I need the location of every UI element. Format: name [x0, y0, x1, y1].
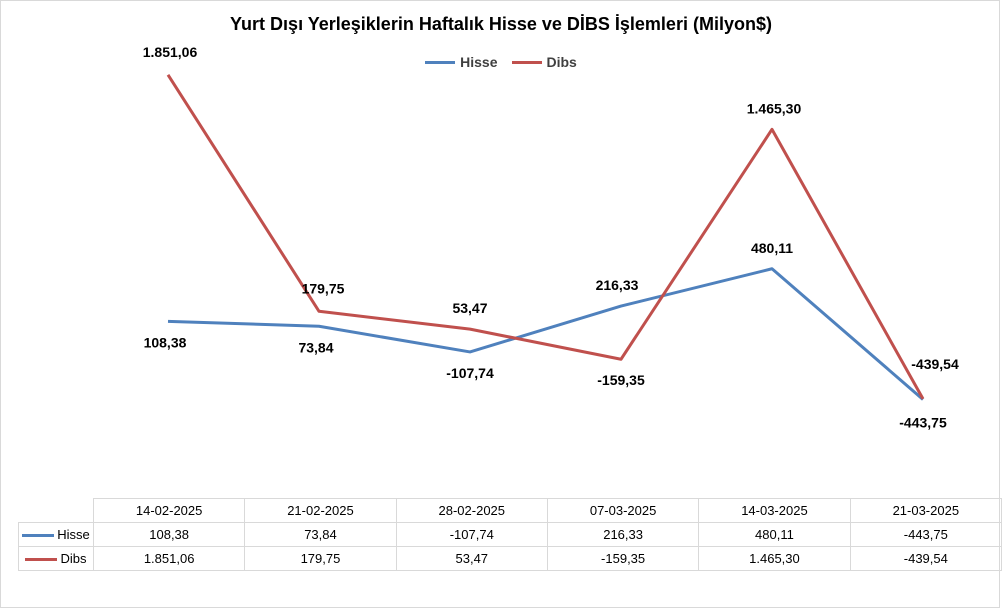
table-cell: 108,38: [92, 522, 246, 547]
table-header-row: 14-02-2025 21-02-2025 28-02-2025 07-03-2…: [18, 498, 1002, 523]
data-label-hisse: 108,38: [144, 334, 187, 350]
table-header-cell: 14-02-2025: [92, 498, 246, 523]
table-cell: -443,75: [849, 522, 1002, 547]
data-label-hisse: -443,75: [899, 414, 947, 430]
series-line-dibs: [166, 73, 925, 400]
data-table: 14-02-2025 21-02-2025 28-02-2025 07-03-2…: [18, 498, 1002, 571]
table-cell: 73,84: [244, 522, 397, 547]
legend: Hisse Dibs: [0, 54, 1002, 70]
table-cell: 1.465,30: [698, 546, 851, 571]
legend-key-dibs: [25, 558, 58, 562]
table-header-cell: 21-03-2025: [849, 498, 1002, 523]
data-label-dibs: 179,75: [302, 280, 345, 296]
table-cell: -159,35: [546, 546, 700, 571]
table-cell: 480,11: [698, 522, 851, 547]
legend-item-dibs: Dibs: [511, 54, 577, 70]
legend-label-dibs: Dibs: [546, 54, 577, 70]
plot-area: 108,38 73,84 -107,74 216,33 480,11 -443,75 1.8…: [143, 44, 959, 431]
legend-swatch-dibs: [511, 60, 542, 64]
data-label-dibs: -159,35: [597, 372, 645, 388]
legend-swatch-hisse: [425, 60, 456, 64]
series-line-hisse: [167, 267, 924, 401]
data-label-hisse: 73,84: [298, 339, 333, 355]
data-label-dibs: 1.465,30: [747, 100, 802, 116]
legend-label-hisse: Hisse: [460, 54, 498, 70]
table-corner: [18, 498, 94, 523]
data-label-dibs: 53,47: [452, 300, 487, 316]
table-header-cell: 21-02-2025: [244, 498, 397, 523]
table-cell: 216,33: [546, 522, 700, 547]
legend-key-hisse: [22, 534, 55, 538]
chart-title: Yurt Dışı Yerleşiklerin Haftalık Hisse v…: [230, 14, 772, 34]
table-header-cell: 28-02-2025: [395, 498, 548, 523]
table-cell: -107,74: [395, 522, 548, 547]
table-row-dibs: Dibs 1.851,06 179,75 53,47 -159,35 1.465…: [18, 546, 1002, 571]
table-header-cell: 14-03-2025: [698, 498, 851, 523]
table-cell: 53,47: [395, 546, 548, 571]
data-label-hisse: 480,11: [751, 240, 793, 256]
table-series-key-hisse: Hisse: [18, 522, 94, 547]
data-label-hisse: 216,33: [596, 277, 639, 293]
table-series-key-dibs: Dibs: [18, 546, 94, 571]
table-row-hisse: Hisse 108,38 73,84 -107,74 216,33 480,11…: [18, 522, 1002, 547]
table-cell: 1.851,06: [92, 546, 246, 571]
data-label-dibs: 1.851,06: [143, 44, 198, 60]
table-series-name-hisse: Hisse: [57, 527, 90, 542]
data-label-dibs: -439,54: [911, 356, 959, 372]
legend-item-hisse: Hisse: [425, 54, 498, 70]
table-cell: 179,75: [244, 546, 397, 571]
data-label-hisse: -107,74: [446, 365, 494, 381]
table-cell: -439,54: [849, 546, 1002, 571]
table-header-cell: 07-03-2025: [546, 498, 700, 523]
table-series-name-dibs: Dibs: [60, 551, 87, 566]
